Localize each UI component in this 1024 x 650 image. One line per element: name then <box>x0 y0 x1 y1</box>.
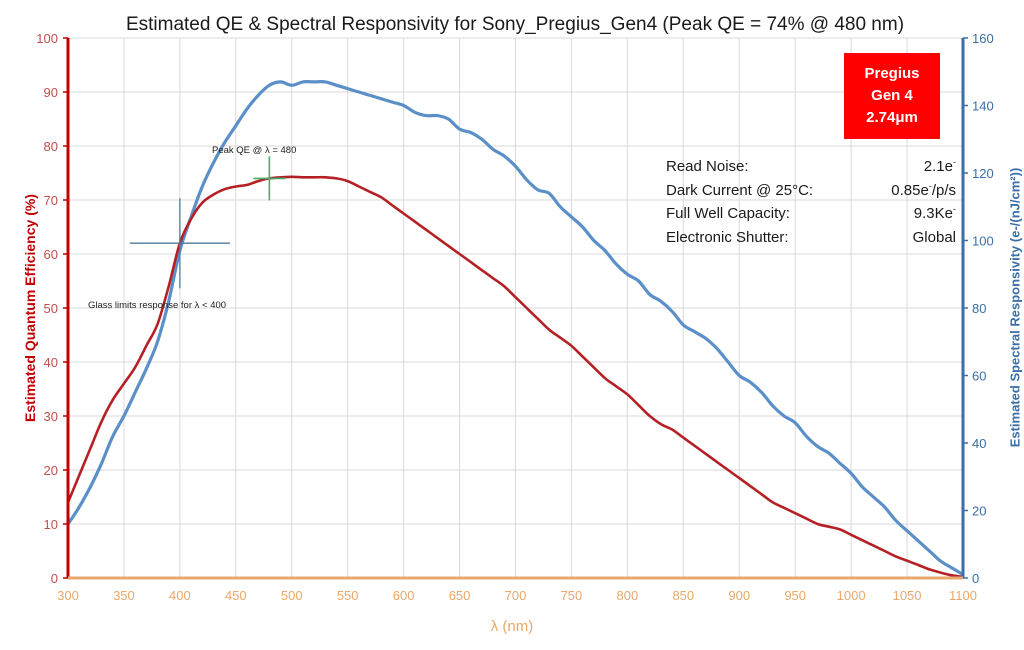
chart-title: Estimated QE & Spectral Responsivity for… <box>125 14 905 35</box>
y-axis-right-tick-label: 60 <box>972 369 986 384</box>
x-axis-tick-label: 700 <box>505 588 527 603</box>
y-axis-left-tick-label: 10 <box>44 517 58 532</box>
y-axis-left-tick-label: 80 <box>44 139 58 154</box>
series-line-responsivity <box>66 80 965 577</box>
sensor-specs-table: Read Noise: 2.1e- Dark Current @ 25°C: 0.85… <box>666 155 956 250</box>
spec-value: 2.1e- <box>923 157 956 175</box>
spec-row: Full Well Capacity: 9.3Ke- <box>666 202 956 226</box>
y-axis-right-title: Estimated Spectral Responsivity (e-/(nJ/… <box>1007 167 1023 448</box>
y-axis-left-tick-label: 40 <box>44 355 58 370</box>
y-axis-left-tick-label: 70 <box>44 193 58 208</box>
spec-row: Dark Current @ 25°C: 0.85e-/p/s <box>666 179 956 203</box>
x-axis-tick-label: 500 <box>281 588 303 603</box>
x-axis-tick-label: 1050 <box>893 588 922 603</box>
x-axis-tick-label: 550 <box>337 588 359 603</box>
x-axis-tick-label: 950 <box>784 588 806 603</box>
y-axis-right-tick-label: 40 <box>972 436 986 451</box>
badge-line-3: 2.74μm <box>866 108 918 126</box>
x-axis-tick-label: 750 <box>561 588 583 603</box>
y-axis-right-tick-label: 120 <box>972 166 994 181</box>
y-axis-left-tick-label: 0 <box>51 571 58 586</box>
spec-value: Global <box>912 229 956 247</box>
y-axis-left-tick-label: 90 <box>44 85 58 100</box>
x-axis-tick-label: 800 <box>617 588 639 603</box>
x-axis-tick-label: 1100 <box>949 588 977 603</box>
x-axis-title: λ (nm) <box>490 618 534 635</box>
badge-line-2: Gen 4 <box>871 87 913 105</box>
y-axis-right-tick-label: 160 <box>972 31 994 46</box>
x-axis-tick-label: 300 <box>57 588 79 603</box>
x-axis-tick-label: 450 <box>225 588 247 603</box>
x-axis-tick-label: 850 <box>672 588 694 603</box>
y-axis-left-tick-label: 20 <box>44 463 58 478</box>
x-axis-tick-label: 350 <box>113 588 135 603</box>
sensor-badge: Pregius Gen 4 2.74μm <box>844 53 940 139</box>
peak-qe-annotation-label: Peak QE @ λ = 480 <box>212 145 297 156</box>
spec-value: 9.3Ke- <box>913 204 956 223</box>
series-line-qe <box>66 175 965 579</box>
glass-limit-annotation-label: Glass limits response for λ < 400 <box>88 300 227 311</box>
x-axis-tick-label: 1000 <box>837 588 866 603</box>
spec-label: Dark Current @ 25°C: <box>666 181 814 199</box>
spec-label: Full Well Capacity: <box>666 205 790 223</box>
y-axis-right-tick-label: 100 <box>972 234 994 249</box>
badge-line-1: Pregius <box>864 65 920 83</box>
spec-row: Read Noise: 2.1e- <box>666 155 956 179</box>
y-axis-right-tick-label: 20 <box>972 504 986 519</box>
y-axis-left-tick-label: 100 <box>36 31 58 46</box>
y-axis-left-tick-label: 30 <box>44 409 58 424</box>
y-axis-right-tick-label: 140 <box>972 99 994 114</box>
y-axis-left-tick-label: 60 <box>44 247 58 262</box>
spec-label: Electronic Shutter: <box>666 229 789 247</box>
x-axis-tick-label: 650 <box>449 588 471 603</box>
x-axis-tick-label: 400 <box>169 588 191 603</box>
spec-row: Electronic Shutter: Global <box>666 226 956 250</box>
y-axis-left-title: Estimated Quantum Efficiency (%) <box>22 194 38 422</box>
y-axis-left-tick-label: 50 <box>44 301 58 316</box>
spec-value: 0.85e-/p/s <box>891 180 956 199</box>
x-axis-tick-label: 900 <box>728 588 750 603</box>
y-axis-right-tick-label: 0 <box>972 571 979 586</box>
y-axis-right-tick-label: 80 <box>972 301 986 316</box>
x-axis-tick-label: 600 <box>393 588 415 603</box>
spec-label: Read Noise: <box>666 158 749 175</box>
